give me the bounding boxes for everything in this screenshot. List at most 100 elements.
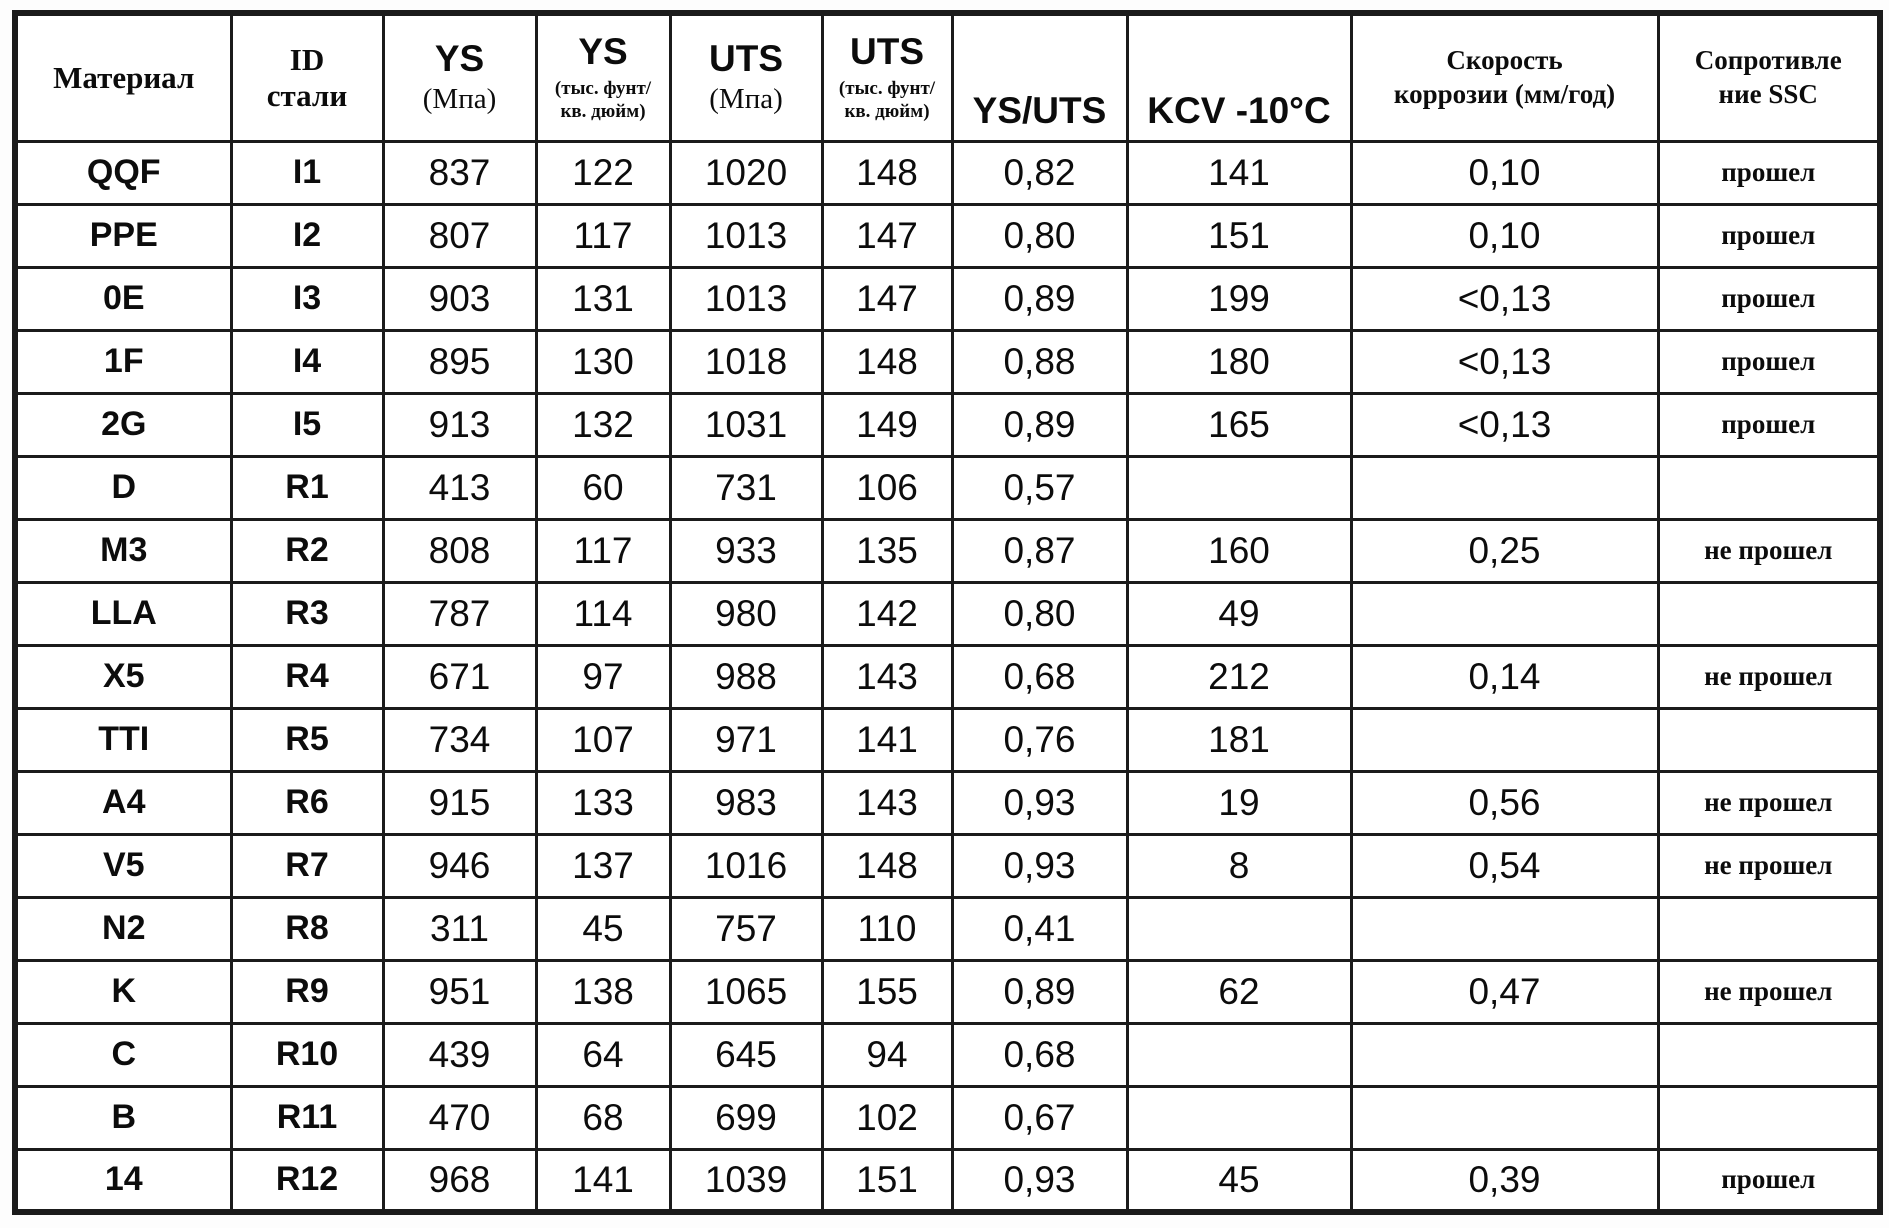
cell-corrosion-rate: <0,13: [1349, 328, 1660, 395]
cell-steel-id: R3: [229, 580, 385, 647]
cell-ys-ksi: 132: [534, 391, 672, 458]
cell-ssc-resistance: прошел: [1656, 139, 1882, 206]
cell-steel-id: R8: [229, 895, 385, 962]
cell-kcv: 180: [1125, 328, 1353, 395]
cell-ys-uts-ratio: 0,80: [950, 580, 1129, 647]
cell-uts-ksi: 143: [820, 769, 954, 836]
cell-uts-ksi: 110: [820, 895, 954, 962]
cell-uts-ksi: 151: [820, 1147, 954, 1214]
col-header-ys-ksi: YS (тыс. фунт/ кв. дюйм): [534, 11, 672, 143]
cell-corrosion-rate: [1349, 1084, 1660, 1151]
cell-material: C: [13, 1021, 233, 1088]
cell-ys-uts-ratio: 0,89: [950, 391, 1129, 458]
cell-material: N2: [13, 895, 233, 962]
cell-steel-id: I4: [229, 328, 385, 395]
cell-ys-uts-ratio: 0,87: [950, 517, 1129, 584]
cell-ys-ksi: 137: [534, 832, 672, 899]
cell-ssc-resistance: не прошел: [1656, 643, 1882, 710]
uts-label: UTS: [709, 37, 783, 79]
cell-uts-ksi: 135: [820, 517, 954, 584]
cell-kcv: [1125, 895, 1353, 962]
cell-ssc-resistance: [1656, 706, 1882, 773]
cell-steel-id: I5: [229, 391, 385, 458]
ksi-unit-line1: (тыс. фунт/: [554, 78, 652, 100]
cell-ys-mpa: 915: [381, 769, 538, 836]
cell-ys-uts-ratio: 0,93: [950, 832, 1129, 899]
cell-uts-mpa: 1031: [668, 391, 824, 458]
cell-ys-ksi: 60: [534, 454, 672, 521]
cell-ssc-resistance: [1656, 454, 1882, 521]
cell-material: V5: [13, 832, 233, 899]
cell-steel-id: R7: [229, 832, 385, 899]
cell-uts-mpa: 933: [668, 517, 824, 584]
ssc-line1: Сопротивле: [1694, 45, 1842, 75]
cell-ssc-resistance: не прошел: [1656, 517, 1882, 584]
col-header-material-label: Материал: [53, 59, 195, 95]
cell-ys-mpa: 968: [381, 1147, 538, 1214]
cell-ys-mpa: 807: [381, 202, 538, 269]
table-row: V5 R7 946 137 1016 148 0,93 8 0,54 не прошел: [13, 832, 1882, 899]
cell-corrosion-rate: <0,13: [1349, 391, 1660, 458]
cell-steel-id: R6: [229, 769, 385, 836]
ksi-unit-line2: кв. дюйм): [560, 101, 646, 123]
cell-corrosion-rate: <0,13: [1349, 265, 1660, 332]
corrosion-line2: коррозии (мм/год): [1393, 78, 1616, 109]
cell-ys-ksi: 138: [534, 958, 672, 1025]
cell-ys-mpa: 734: [381, 706, 538, 773]
table-body: QQF I1 837 122 1020 148 0,82 141 0,10 прошел PPE I2…: [13, 139, 1882, 1214]
cell-ssc-resistance: не прошел: [1656, 832, 1882, 899]
cell-ys-ksi: 107: [534, 706, 672, 773]
cell-ys-ksi: 114: [534, 580, 672, 647]
cell-uts-ksi: 149: [820, 391, 954, 458]
cell-ys-uts-ratio: 0,57: [950, 454, 1129, 521]
cell-uts-ksi: 148: [820, 328, 954, 395]
cell-ys-uts-ratio: 0,68: [950, 1021, 1129, 1088]
cell-ys-uts-ratio: 0,89: [950, 958, 1129, 1025]
cell-corrosion-rate: 0,10: [1349, 139, 1660, 206]
cell-ssc-resistance: [1656, 895, 1882, 962]
cell-ssc-resistance: прошел: [1656, 265, 1882, 332]
cell-ys-ksi: 141: [534, 1147, 672, 1214]
cell-material: K: [13, 958, 233, 1025]
cell-uts-ksi: 148: [820, 832, 954, 899]
cell-ys-ksi: 64: [534, 1021, 672, 1088]
col-header-material: Материал: [13, 11, 233, 143]
cell-corrosion-rate: [1349, 706, 1660, 773]
cell-material: A4: [13, 769, 233, 836]
cell-ys-mpa: 413: [381, 454, 538, 521]
cell-uts-ksi: 147: [820, 265, 954, 332]
table-row: K R9 951 138 1065 155 0,89 62 0,47 не прошел: [13, 958, 1882, 1025]
kcv-label: KCV -10°C: [1147, 89, 1331, 131]
cell-ys-mpa: 951: [381, 958, 538, 1025]
cell-uts-mpa: 645: [668, 1021, 824, 1088]
cell-kcv: 160: [1125, 517, 1353, 584]
cell-kcv: [1125, 1021, 1353, 1088]
table-row: QQF I1 837 122 1020 148 0,82 141 0,10 прошел: [13, 139, 1882, 206]
table-row: 14 R12 968 141 1039 151 0,93 45 0,39 прошел: [13, 1147, 1882, 1214]
cell-steel-id: I2: [229, 202, 385, 269]
cell-ys-mpa: 837: [381, 139, 538, 206]
cell-material: 0E: [13, 265, 233, 332]
cell-uts-mpa: 1016: [668, 832, 824, 899]
cell-kcv: 199: [1125, 265, 1353, 332]
cell-uts-mpa: 983: [668, 769, 824, 836]
cell-uts-ksi: 148: [820, 139, 954, 206]
cell-ys-ksi: 117: [534, 202, 672, 269]
cell-uts-mpa: 731: [668, 454, 824, 521]
cell-uts-ksi: 106: [820, 454, 954, 521]
cell-ys-mpa: 671: [381, 643, 538, 710]
table-row: D R1 413 60 731 106 0,57: [13, 454, 1882, 521]
cell-corrosion-rate: 0,39: [1349, 1147, 1660, 1214]
col-header-uts-ksi: UTS (тыс. фунт/ кв. дюйм): [820, 11, 954, 143]
table-row: TTI R5 734 107 971 141 0,76 181: [13, 706, 1882, 773]
cell-material: QQF: [13, 139, 233, 206]
cell-ssc-resistance: [1656, 580, 1882, 647]
cell-ssc-resistance: не прошел: [1656, 958, 1882, 1025]
cell-uts-mpa: 757: [668, 895, 824, 962]
cell-steel-id: R11: [229, 1084, 385, 1151]
col-header-uts-mpa: UTS (Мпа): [668, 11, 824, 143]
cell-kcv: 8: [1125, 832, 1353, 899]
table-row: B R11 470 68 699 102 0,67: [13, 1084, 1882, 1151]
cell-uts-mpa: 1013: [668, 265, 824, 332]
cell-kcv: 212: [1125, 643, 1353, 710]
